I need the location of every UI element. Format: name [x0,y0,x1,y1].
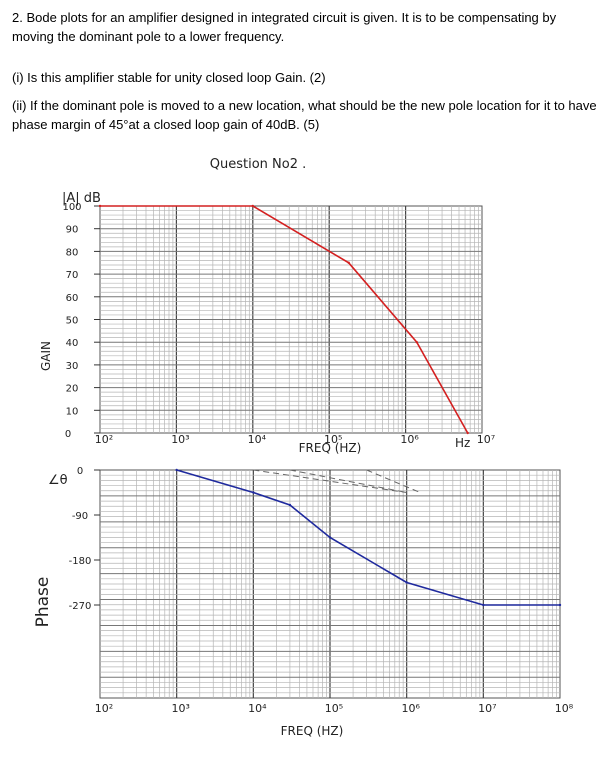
phase-frequency-tick: 10⁵ [325,702,343,715]
phase-guide-lines [253,469,421,493]
gain-axis-title: |A| dB [62,191,101,206]
gain-tick-label: 40 [66,338,79,349]
phase-axis-title: ∠θ [48,473,68,488]
gain-frequency-tick: 10⁶ [400,433,419,446]
question-intro: 2. Bode plots for an amplifier designed … [12,10,557,44]
phase-frequency-tick: 10⁶ [401,702,420,715]
gain-tick-label: 80 [66,247,79,258]
gain-frequency-unit: Hz [455,436,470,450]
phase-side-label: Phase [33,577,53,628]
phase-point [288,503,292,507]
phase-frequency-label: FREQ (HZ) [281,724,344,738]
phase-frequency-tick: 10⁸ [555,702,574,715]
gain-frequency-label: FREQ (HZ) [299,441,362,455]
question-part-2: (ii) If the dominant pole is moved to a … [12,98,597,132]
gain-point [347,261,350,264]
phase-frequency-tick: 10³ [171,702,189,715]
phase-point [328,536,332,539]
phase-frequency-tick: 10² [95,702,113,715]
gain-frequency-tick: 10⁵ [324,433,342,446]
phase-frequency-tick: 10⁴ [248,702,267,715]
gain-side-label: GAIN [39,341,53,371]
phase-tick-label: 0 [77,466,83,477]
gain-point [251,204,254,208]
gain-point [466,431,469,435]
gain-tick-label: 0 [65,429,71,440]
gain-point [98,204,102,208]
gain-tick-label: 10 [66,406,79,417]
gain-frequency-tick: 10⁷ [477,433,495,446]
phase-tick-labels: 0 -90 -180 -270 [69,466,100,612]
gain-tick-label: 70 [66,270,79,281]
phase-guide-dashed-line [289,469,407,493]
phase-tick-label: -180 [69,556,92,567]
gain-frequency-tick: 10³ [171,433,189,446]
gain-tick-label: 90 [66,225,79,236]
phase-frequency-tick: 10⁷ [478,702,496,715]
phase-guide-dashed-line [253,469,407,493]
phase-tick-label: -270 [69,601,92,612]
phase-point [558,603,562,607]
phase-curve [175,468,562,607]
phase-frequency-labels: 10² 10³ 10⁴ 10⁵ 10⁶ 10⁷ 10⁸ [95,702,574,715]
phase-point [175,468,178,472]
phase-point [405,581,408,584]
phase-grid [99,469,561,699]
gain-tick-label: 100 [62,202,81,213]
figure-heading: Question No2 . [210,157,307,172]
phase-point [482,603,485,607]
phase-point [252,491,255,494]
gain-tick-label: 60 [66,293,79,304]
gain-tick-label: 20 [66,384,79,395]
gain-frequency-labels: 10² 10³ 10⁴ 10⁵ 10⁶ 10⁷ [95,433,495,446]
gain-grid [99,205,483,434]
gain-tick-label: 50 [66,316,79,327]
phase-tick-label: -90 [72,511,88,522]
gain-frequency-tick: 10² [95,433,113,446]
gain-frequency-tick: 10⁴ [248,433,267,446]
question-part-1: (i) Is this amplifier stable for unity c… [12,70,326,85]
gain-point [415,341,418,344]
phase-guide-dashed-line [366,469,421,493]
gain-curve [98,204,469,435]
gain-tick-label: 30 [66,361,79,372]
